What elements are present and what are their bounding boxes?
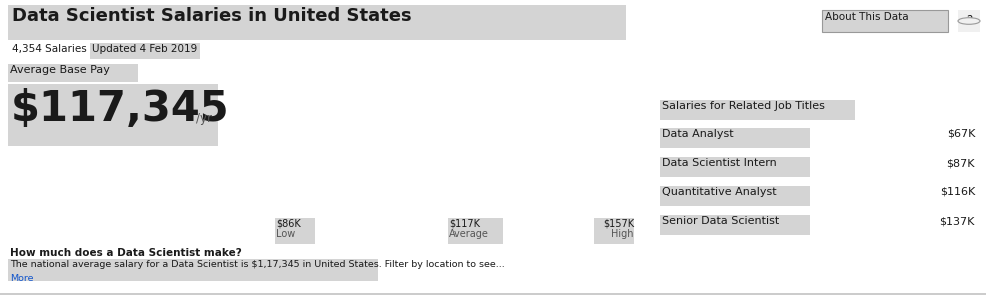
Text: How much does a Data Scientist make?: How much does a Data Scientist make? [10,248,242,258]
Text: More: More [10,274,34,283]
Text: $137K: $137K [940,216,975,226]
Bar [572,201,599,215]
Bar [474,110,502,215]
Bar [507,139,534,215]
Text: ?: ? [966,14,972,27]
Bar [441,71,469,215]
Text: High: High [611,229,634,239]
Text: Average: Average [449,229,489,239]
Text: Updated 4 Feb 2019: Updated 4 Feb 2019 [92,44,197,54]
Text: Quantitative Analyst: Quantitative Analyst [662,187,777,197]
Text: Low: Low [276,229,295,239]
Text: Data Analyst: Data Analyst [662,129,734,139]
Bar [408,100,436,215]
Text: About This Data: About This Data [825,12,909,22]
Text: $87K: $87K [947,158,975,168]
Bar [376,129,403,215]
Text: Senior Data Scientist: Senior Data Scientist [662,216,779,226]
Bar [277,196,306,215]
Text: $117,345: $117,345 [11,88,230,130]
Text: Average Base Pay: Average Base Pay [10,65,109,75]
Text: $86K: $86K [276,219,301,229]
Text: 4,354 Salaries: 4,354 Salaries [12,44,87,54]
Text: /yr: /yr [196,112,212,125]
Bar [604,205,633,215]
Text: Data Scientist Salaries in United States: Data Scientist Salaries in United States [12,7,411,25]
Text: $116K: $116K [940,187,975,197]
Text: The national average salary for a Data Scientist is $1,17,345 in United States. : The national average salary for a Data S… [10,260,505,269]
Bar [311,186,338,215]
Text: $117K: $117K [449,219,480,229]
Bar [539,175,567,215]
Text: Data Scientist Intern: Data Scientist Intern [662,158,777,168]
Bar [343,162,371,215]
Text: $67K: $67K [947,129,975,139]
Text: $157K: $157K [602,219,634,229]
Text: Salaries for Related Job Titles: Salaries for Related Job Titles [662,101,825,111]
